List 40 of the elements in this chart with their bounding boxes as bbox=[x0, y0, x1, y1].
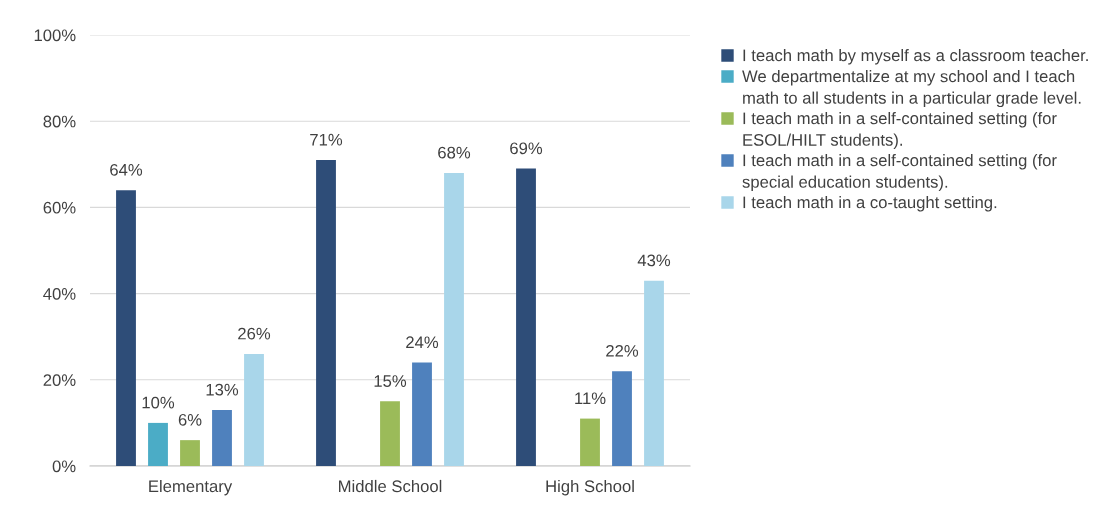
x-tick-label: Elementary bbox=[149, 479, 233, 496]
bar bbox=[116, 190, 136, 466]
bar bbox=[644, 280, 664, 466]
bar bbox=[316, 159, 336, 466]
bar bbox=[212, 409, 232, 466]
legend-label: I teach math by myself as a classroom teacher. bbox=[743, 49, 1088, 65]
y-tick-label: 0% bbox=[52, 460, 76, 473]
bar bbox=[580, 418, 600, 466]
data-label: 11% bbox=[575, 392, 606, 405]
data-label: 71% bbox=[310, 133, 343, 146]
x-tick-label: Middle School bbox=[339, 479, 442, 493]
bar bbox=[612, 371, 632, 466]
x-tick-label: High School bbox=[546, 479, 634, 496]
data-label: 26% bbox=[238, 327, 271, 340]
legend-label: I teach math in a self-contained setting (for ESOL/HILT students). bbox=[743, 112, 1057, 150]
bar bbox=[444, 172, 464, 466]
data-label: 24% bbox=[406, 336, 439, 349]
bar bbox=[148, 422, 168, 466]
y-tick-label: 20% bbox=[43, 374, 76, 386]
y-tick-label: 80% bbox=[43, 115, 76, 128]
bar bbox=[180, 440, 200, 466]
bar bbox=[412, 362, 432, 466]
data-label: 6% bbox=[178, 413, 202, 426]
data-label: 68% bbox=[438, 146, 471, 159]
bar bbox=[516, 168, 536, 466]
y-tick-label: 40% bbox=[43, 288, 76, 300]
legend-label: We departmentalize at my school and I teach math to all students in a particular grade level. bbox=[742, 70, 1081, 108]
bar bbox=[380, 401, 400, 466]
data-label: 69% bbox=[510, 142, 543, 155]
data-label: 10% bbox=[142, 396, 175, 409]
bar bbox=[244, 353, 264, 466]
y-tick-label: 60% bbox=[43, 201, 76, 214]
y-tick-label: 100% bbox=[34, 29, 76, 42]
data-label: 15% bbox=[374, 375, 407, 387]
data-label: 22% bbox=[606, 344, 639, 357]
data-label: 43% bbox=[637, 254, 671, 267]
data-label: 64% bbox=[110, 163, 143, 176]
legend-label: I teach math in a co-taught setting. bbox=[743, 196, 997, 212]
data-label: 13% bbox=[206, 383, 239, 396]
legend-label: I teach math in a self-contained setting (for special education students). bbox=[742, 154, 1057, 192]
